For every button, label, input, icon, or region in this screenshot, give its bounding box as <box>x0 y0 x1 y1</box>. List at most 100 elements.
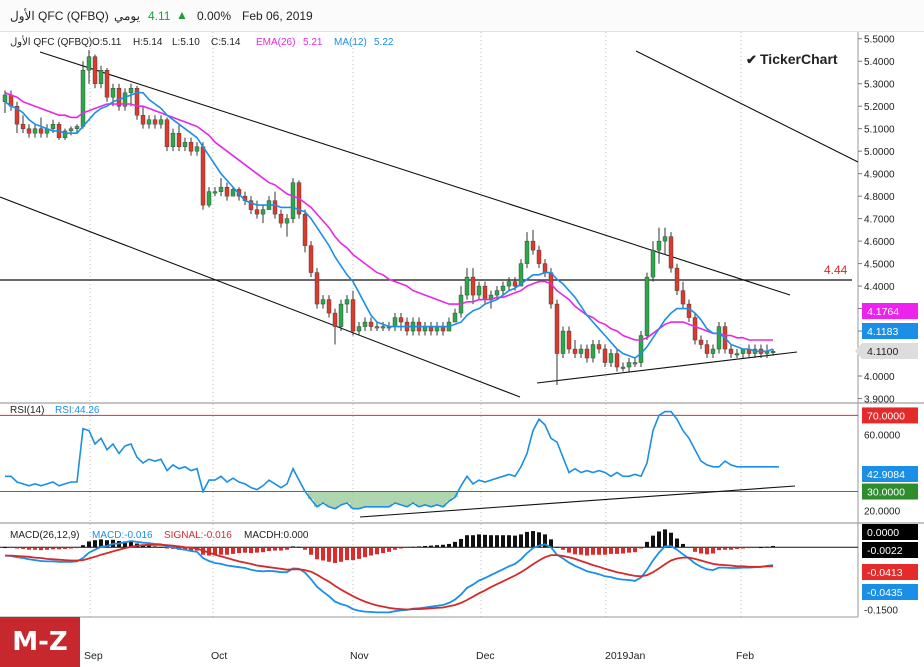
candle-body[interactable] <box>146 119 152 125</box>
candle-body[interactable] <box>194 146 200 152</box>
candle-body[interactable] <box>14 105 20 125</box>
support-trendline[interactable] <box>536 351 798 384</box>
candle-body[interactable] <box>50 123 56 129</box>
candle-body[interactable] <box>698 339 704 345</box>
candle-body[interactable] <box>464 276 470 296</box>
candle-body[interactable] <box>32 128 38 134</box>
candle-body[interactable] <box>770 351 776 353</box>
candle-body[interactable] <box>290 182 296 219</box>
candle-body[interactable] <box>524 240 530 264</box>
candle-body[interactable] <box>452 312 458 323</box>
candle-body[interactable] <box>470 276 476 296</box>
rsi-axis[interactable]: 60.0000 20.0000 <box>864 430 901 517</box>
candle-body[interactable] <box>200 146 206 206</box>
candle-body[interactable] <box>158 119 164 125</box>
candle-body[interactable] <box>584 348 590 359</box>
candle-body[interactable] <box>728 348 734 354</box>
rsi-line[interactable] <box>5 410 779 510</box>
candle-body[interactable] <box>98 70 104 84</box>
period-label[interactable]: يومي <box>114 9 140 23</box>
signal-line[interactable] <box>5 543 773 611</box>
candle-body[interactable] <box>578 348 584 354</box>
candle-body[interactable] <box>602 348 608 363</box>
candle-body[interactable] <box>86 56 92 71</box>
candle-body[interactable] <box>608 353 614 363</box>
date-axis[interactable]: Sep Oct Nov Dec 2019Jan Feb <box>0 616 858 662</box>
candle-body[interactable] <box>122 92 128 107</box>
candle-body[interactable] <box>350 299 356 332</box>
candle-body[interactable] <box>632 362 638 365</box>
candle-body[interactable] <box>218 186 224 192</box>
candle-body[interactable] <box>650 249 656 278</box>
macd-histogram[interactable] <box>3 529 775 564</box>
candle-body[interactable] <box>2 94 8 102</box>
candle-body[interactable] <box>476 285 482 296</box>
candle-body[interactable] <box>74 126 80 129</box>
candle-body[interactable] <box>530 240 536 251</box>
candle-body[interactable] <box>302 213 308 246</box>
candle-body[interactable] <box>638 335 644 363</box>
candle-body[interactable] <box>692 317 698 341</box>
candle-body[interactable] <box>254 209 260 215</box>
candle-body[interactable] <box>662 236 668 242</box>
candle-body[interactable] <box>20 123 26 129</box>
candle-body[interactable] <box>278 213 284 224</box>
outer-channel-trendline[interactable] <box>635 50 859 163</box>
candle-body[interactable] <box>224 186 230 197</box>
candle-body[interactable] <box>320 299 326 305</box>
candle-body[interactable] <box>188 141 194 152</box>
candle-body[interactable] <box>92 56 98 84</box>
candle-body[interactable] <box>506 281 512 287</box>
candle-body[interactable] <box>392 317 398 327</box>
upper-channel-trendline[interactable] <box>39 51 791 296</box>
candle-body[interactable] <box>176 132 182 147</box>
rsi-trendline[interactable] <box>359 485 796 518</box>
candle-body[interactable] <box>572 348 578 354</box>
candle-body[interactable] <box>128 88 134 93</box>
trendlines[interactable] <box>0 50 859 398</box>
candle-body[interactable] <box>104 70 110 98</box>
candle-body[interactable] <box>356 326 362 332</box>
candle-body[interactable] <box>260 209 266 215</box>
candle-body[interactable] <box>626 362 632 368</box>
ema-26-line[interactable] <box>4 91 773 341</box>
candle-body[interactable] <box>116 88 122 107</box>
candle-body[interactable] <box>368 321 374 327</box>
candle-body[interactable] <box>374 326 380 329</box>
candle-body[interactable] <box>248 200 254 210</box>
candle-body[interactable] <box>314 272 320 305</box>
candle-body[interactable] <box>596 344 602 350</box>
candle-body[interactable] <box>62 130 68 138</box>
candle-body[interactable] <box>272 200 278 215</box>
ma-12-line[interactable] <box>4 91 774 359</box>
candle-body[interactable] <box>656 240 662 251</box>
candle-body[interactable] <box>554 303 560 354</box>
candle-body[interactable] <box>512 281 518 287</box>
candle-body[interactable] <box>80 70 86 127</box>
candle-body[interactable] <box>674 267 680 291</box>
candle-body[interactable] <box>338 303 344 327</box>
candle-body[interactable] <box>206 191 212 206</box>
candle-body[interactable] <box>26 128 32 134</box>
candle-body[interactable] <box>482 285 488 300</box>
candle-body[interactable] <box>68 128 74 132</box>
macd-line[interactable] <box>4 540 774 614</box>
candle-body[interactable] <box>542 263 548 273</box>
candle-body[interactable] <box>548 272 554 305</box>
candle-body[interactable] <box>680 290 686 305</box>
candle-body[interactable] <box>284 218 290 224</box>
candle-body[interactable] <box>332 312 338 327</box>
candle-body[interactable] <box>734 353 740 356</box>
candle-body[interactable] <box>560 330 566 354</box>
candle-body[interactable] <box>620 366 626 369</box>
candle-body[interactable] <box>590 344 596 359</box>
candle-body[interactable] <box>134 88 140 116</box>
candle-body[interactable] <box>344 299 350 305</box>
candle-body[interactable] <box>686 303 692 318</box>
candle-body[interactable] <box>644 276 650 336</box>
candle-body[interactable] <box>230 189 236 197</box>
candle-body[interactable] <box>398 317 404 323</box>
candle-body[interactable] <box>380 326 386 329</box>
candle-body[interactable] <box>704 344 710 354</box>
candle-body[interactable] <box>716 326 722 350</box>
